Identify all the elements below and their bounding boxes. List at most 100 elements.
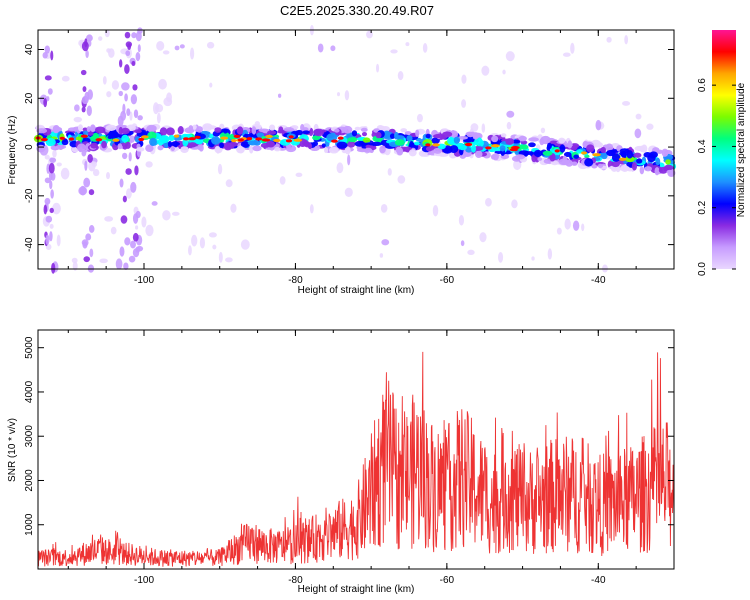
snr-x-tick-label: -60 (440, 575, 455, 586)
spectrogram-cell (375, 131, 382, 139)
spectrogram-cell (49, 180, 53, 190)
spectrogram-cell (465, 147, 473, 153)
spectrogram-cell (120, 215, 128, 224)
spectrogram-cell (622, 101, 631, 106)
spectrogram-cell (371, 141, 383, 146)
spectrogram-cell (605, 143, 614, 152)
spectrogram-cell (533, 149, 543, 158)
spectrogram-cell (466, 133, 474, 138)
spectrogram-cell (191, 234, 198, 247)
snr-y-tick-label: 3000 (24, 425, 35, 448)
spectrogram-cell (490, 144, 500, 148)
spectrogram-cell (620, 164, 629, 172)
spectrogram-cell (141, 135, 149, 139)
spectrogram-cell (217, 163, 223, 175)
spectrogram-cell (196, 126, 203, 133)
spectrogram-cell (336, 162, 344, 174)
spectrogram-cell (425, 143, 431, 147)
spectrogram-cell (68, 137, 75, 141)
spectrogram-cell (381, 239, 390, 246)
spectrogram-cell (52, 149, 57, 158)
snr-y-tick-label: 1000 (24, 513, 35, 536)
spectrogram-cell (394, 131, 399, 140)
spectrogram-cell (106, 171, 110, 180)
spectrogram-cell (470, 123, 479, 132)
spectrogram-cell (110, 226, 117, 235)
spectrogram-cell (498, 251, 504, 263)
spectrogram-cell (134, 136, 141, 143)
spectrogram-cell (255, 137, 263, 141)
spectrogram-cell (112, 138, 120, 142)
spectrogram-cell (404, 131, 412, 135)
colorbar: 0.0 0.2 0.4 0.6 Normalized spectral amplitu… (697, 30, 747, 276)
spectrogram-cell (121, 134, 129, 143)
spectrogram-cell (360, 127, 368, 132)
spectrogram-cell (313, 128, 325, 137)
spectrogram-cell (138, 137, 145, 142)
spectrogram-cell (192, 124, 197, 130)
spectrogram-panel: -100 -80 -60 -40 -40 -20 0 20 40 Height of strai… (7, 24, 677, 296)
spectrogram-cell (136, 147, 145, 152)
spectrogram-cell (177, 126, 184, 135)
spectrogram-cell (38, 141, 44, 146)
spectrogram-cell (573, 154, 580, 159)
spectrogram-cell (626, 150, 633, 159)
spectrogram-cell (151, 201, 158, 206)
spectrogram-cell (309, 204, 314, 214)
spectrogram-cell (128, 255, 136, 263)
spectrogram-cell (173, 134, 180, 138)
spectrogram-cell (87, 153, 93, 163)
spectrogram-cell (366, 30, 373, 39)
spectrogram-cell (67, 127, 77, 132)
spectrogram-cell (666, 169, 674, 174)
spectrogram-cell (121, 82, 130, 91)
spectrogram-cell (137, 115, 143, 121)
spectrogram-cell (531, 256, 535, 261)
spectrogram-cell (647, 154, 656, 163)
spectrogram-cell (74, 104, 80, 112)
spectrogram-cell (126, 108, 131, 117)
spectrogram-cell (397, 71, 404, 81)
spectrogram-cell (431, 137, 440, 144)
spectrogram-cell (471, 141, 479, 146)
spectrogram-cell (307, 143, 312, 150)
spectrogram-cell (194, 135, 201, 139)
spectrogram-cell (44, 45, 51, 54)
spectrogram-cell (379, 145, 386, 154)
spectrogram-cell (473, 132, 479, 140)
spectrogram-cell (641, 144, 648, 153)
snr-y-tick-label: 2000 (24, 469, 35, 492)
spectrogram-cell (50, 172, 56, 181)
snr-x-axis-label: Height of straight line (km) (298, 584, 415, 595)
spectrogram-cell (518, 144, 529, 150)
spectrogram-cell (481, 65, 490, 76)
spectrogram-cell (165, 127, 175, 136)
spectrogram-axes: -100 -80 -60 -40 -40 -20 0 20 40 (24, 30, 675, 286)
spectrogram-cell (77, 143, 86, 152)
spectrogram-cell (485, 197, 492, 207)
spectrogram-cell (600, 146, 606, 153)
snr-y-tick-label: 4000 (24, 380, 35, 403)
spectrogram-cell (179, 44, 185, 49)
spectrogram-cell (81, 95, 89, 105)
spectrogram-cell (354, 140, 366, 147)
spectrogram-cell (129, 111, 133, 121)
figure-title: C2E5.2025.330.20.49.R07 (280, 3, 434, 18)
spectrogram-cell (199, 237, 206, 249)
spectrogram-cell (247, 140, 259, 146)
spectrogram-cell (425, 133, 431, 139)
spectrogram-cell (128, 152, 132, 162)
spectrogram-cell (265, 134, 273, 139)
spectrogram-cell (209, 82, 213, 88)
spectrogram-cell (147, 131, 157, 140)
spectrogram-cell (380, 203, 388, 213)
spectrogram-frame (37, 29, 675, 270)
spectrogram-cell (273, 138, 281, 143)
spectrogram-cell (85, 233, 92, 241)
spectrogram-cell (656, 149, 664, 154)
spectrogram-cell (312, 135, 321, 141)
spectrogram-cell (45, 215, 53, 223)
spectrogram-cell (539, 138, 545, 146)
spectrogram-cell (331, 139, 338, 143)
spectrogram-cell (344, 146, 351, 155)
